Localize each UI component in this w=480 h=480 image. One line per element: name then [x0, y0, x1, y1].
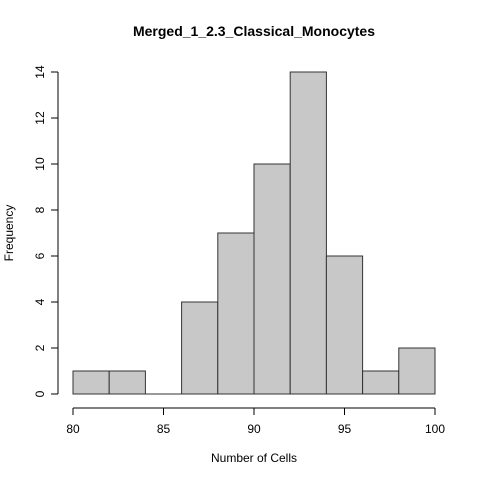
histogram-bar — [325, 255, 364, 395]
x-tick-label: 95 — [338, 422, 352, 436]
x-tick-label: 80 — [66, 422, 80, 436]
histogram-bars — [72, 71, 436, 395]
y-tick-label: 8 — [33, 206, 47, 213]
y-tick-label: 2 — [33, 344, 47, 351]
histogram-bar — [108, 370, 146, 395]
histogram-bar — [362, 370, 400, 395]
x-axis-label: Number of Cells — [211, 451, 297, 465]
y-tick-label: 6 — [33, 252, 47, 259]
histogram-bar — [253, 163, 291, 395]
y-tick-label: 0 — [33, 390, 47, 397]
chart-title: Merged_1_2.3_Classical_Monocytes — [133, 23, 375, 39]
x-tick-label: 85 — [157, 422, 171, 436]
y-tick-label: 4 — [33, 298, 47, 305]
histogram-bar — [181, 301, 219, 395]
y-axis-label: Frequency — [2, 205, 16, 262]
x-axis: 80 85 90 95 100 — [66, 407, 445, 436]
y-tick-label: 10 — [33, 157, 47, 171]
histogram-bar — [289, 71, 327, 395]
histogram-bar — [217, 232, 255, 395]
y-axis: 0 2 4 6 8 10 12 14 — [33, 65, 59, 397]
x-tick-label: 90 — [247, 422, 261, 436]
y-tick-label: 14 — [33, 65, 47, 79]
y-tick-label: 12 — [33, 111, 47, 125]
x-tick-label: 100 — [425, 422, 445, 436]
histogram-bar — [72, 370, 110, 395]
histogram-bar — [398, 347, 436, 395]
